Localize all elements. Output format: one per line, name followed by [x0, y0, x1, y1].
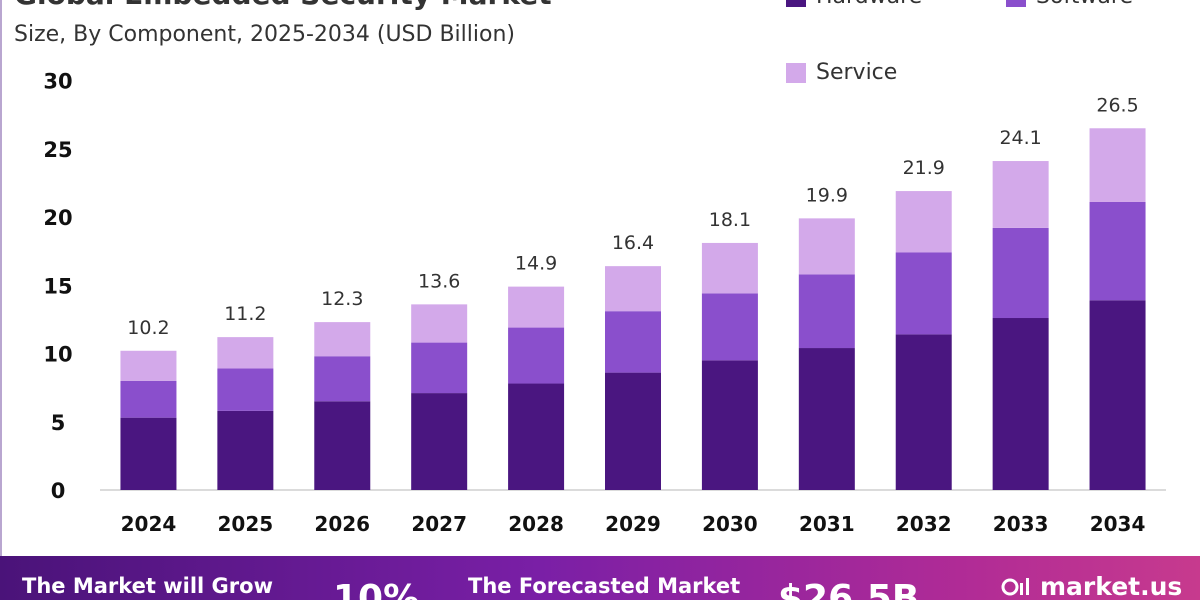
bar-segment-software [411, 342, 468, 394]
bar-segment-service [508, 286, 565, 328]
footer-forecast-value: $26.5B [778, 578, 920, 600]
bar-segment-hardware [120, 417, 177, 490]
legend-item-service: Service [786, 60, 897, 85]
bar-segment-software [992, 227, 1049, 319]
legend-item-software: Software [1006, 0, 1133, 9]
bar-segment-service [798, 218, 855, 275]
bar-segment-software [895, 252, 952, 335]
bar-segment-software [1089, 201, 1146, 301]
bar-segment-service [895, 191, 952, 253]
footer-grow-text: The Market will Grow [22, 574, 273, 598]
bar-segment-hardware [314, 401, 371, 490]
bar-segment-software [120, 380, 177, 418]
bar-segment-service [120, 350, 177, 381]
bar-total-label: 11.2 [224, 303, 266, 325]
bar-total-label: 19.9 [806, 184, 848, 206]
x-tick-label: 2031 [799, 512, 855, 536]
bar-segment-software [605, 311, 661, 373]
legend-label-software: Software [1036, 0, 1133, 9]
bar-segment-hardware [798, 348, 855, 490]
x-tick-label: 2029 [605, 512, 661, 536]
y-tick-label: 15 [43, 274, 72, 298]
legend-swatch-hardware [786, 0, 806, 7]
y-tick-label: 25 [43, 138, 72, 162]
bar-segment-service [314, 322, 371, 357]
bar-segment-hardware [508, 383, 565, 490]
bar-segment-hardware [605, 372, 661, 490]
brand-name: market.us [1040, 572, 1183, 600]
bar-segment-software [798, 274, 855, 349]
y-tick-label: 30 [43, 70, 72, 94]
bar-segment-service [411, 304, 468, 343]
x-tick-label: 2032 [896, 512, 952, 536]
legend-label-hardware: Hardware [816, 0, 922, 9]
x-tick-label: 2033 [993, 512, 1049, 536]
bar-total-label: 10.2 [127, 317, 169, 339]
footer-forecast-text: The Forecasted Market [468, 574, 741, 598]
bar-segment-hardware [895, 334, 952, 490]
bar-segment-software [508, 327, 565, 384]
chart-subtitle: Size, By Component, 2025-2034 (USD Billi… [14, 22, 515, 47]
bar-segment-software [217, 368, 274, 411]
bar-segment-hardware [217, 410, 274, 490]
bar-total-label: 13.6 [418, 270, 460, 292]
y-tick-label: 0 [51, 479, 66, 503]
bar-segment-hardware [1089, 300, 1146, 490]
legend-item-hardware: Hardware [786, 0, 922, 9]
x-tick-label: 2024 [121, 512, 177, 536]
bar-segment-software [314, 356, 371, 402]
legend-label-service: Service [816, 60, 898, 85]
y-tick-label: 5 [51, 411, 66, 435]
bar-segment-hardware [992, 318, 1049, 490]
bar-total-label: 14.9 [515, 253, 557, 275]
bar-total-label: 18.1 [709, 209, 751, 231]
legend-swatch-service [786, 62, 806, 83]
bar-segment-service [992, 161, 1049, 228]
brand-logo[interactable]: market.us [1000, 572, 1182, 600]
bar-segment-software [701, 293, 758, 361]
bar-total-label: 12.3 [321, 288, 363, 310]
bar-total-label: 21.9 [903, 157, 945, 179]
chart-title: Global Embedded Security Market [14, 0, 552, 11]
bar-segment-service [1089, 128, 1146, 202]
x-tick-label: 2028 [508, 512, 564, 536]
x-tick-label: 2027 [411, 512, 467, 536]
bar-total-label: 26.5 [1096, 94, 1138, 116]
bar-total-label: 24.1 [999, 127, 1041, 149]
footer-cagr-value: 10% [333, 578, 420, 600]
y-tick-label: 10 [43, 343, 72, 367]
legend-swatch-software [1006, 0, 1026, 7]
bar-segment-service [217, 337, 274, 369]
x-tick-label: 2025 [218, 512, 274, 536]
y-tick-label: 20 [43, 206, 72, 230]
bar-segment-service [605, 266, 661, 312]
stacked-bar-chart: 05101520253010.2202411.2202512.3202613.6… [43, 70, 1166, 536]
bar-segment-service [701, 242, 758, 294]
bar-segment-hardware [701, 360, 758, 490]
x-tick-label: 2034 [1090, 512, 1146, 536]
x-tick-label: 2026 [314, 512, 370, 536]
bar-total-label: 16.4 [612, 232, 654, 254]
bar-segment-hardware [411, 393, 468, 490]
market-us-logo-icon [1001, 577, 1029, 595]
x-tick-label: 2030 [702, 512, 758, 536]
footer-banner: The Market will Grow 10% The Forecasted … [0, 556, 1200, 600]
